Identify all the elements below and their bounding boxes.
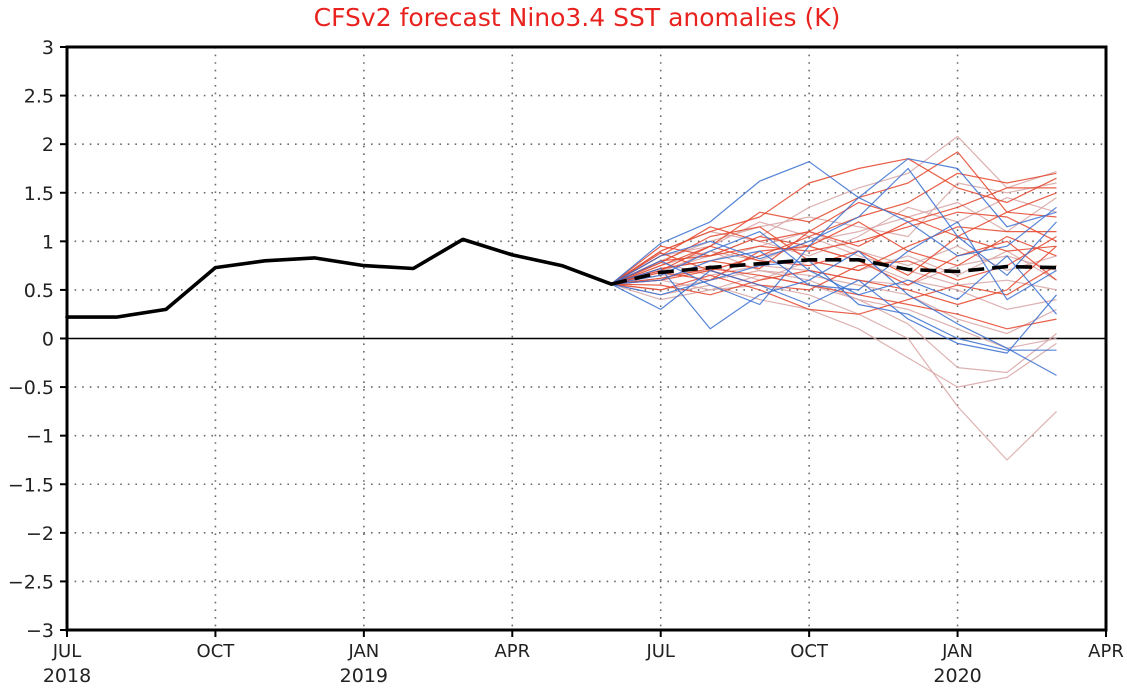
x-tick-label: JUL (52, 641, 82, 662)
ensemble-member-line (610, 201, 1057, 285)
ensemble-member-line (611, 231, 1057, 315)
x-tick-label: APR (494, 641, 530, 662)
y-tick-label: −1.5 (8, 474, 54, 496)
x-tick-label: JUL (645, 641, 675, 662)
y-tick-label: 1 (42, 231, 54, 253)
ensemble-member-line (611, 250, 1057, 376)
x-year-label: 2020 (933, 665, 981, 687)
x-tick-label: JAN (347, 641, 379, 662)
ensemble-member-line (610, 269, 1057, 354)
ensemble-members (610, 135, 1057, 461)
x-year-label: 2018 (43, 665, 91, 687)
ensemble-member-line (610, 235, 1057, 291)
ensemble-member-line (610, 161, 1057, 285)
y-tick-label: 2 (42, 134, 54, 156)
x-tick-label: OCT (197, 641, 236, 662)
main-series (65, 237, 1057, 319)
chart-title: CFSv2 forecast Nino3.4 SST anomalies (K) (314, 3, 841, 32)
y-tick-label: 3 (42, 37, 54, 59)
ensemble-member-line (611, 265, 1057, 315)
y-tick-label: −1 (26, 426, 54, 448)
ensemble-member-line (610, 151, 1057, 285)
ensemble-member-line (611, 283, 1057, 388)
y-tick-label: 2.5 (24, 86, 54, 108)
y-tick-label: 1.5 (24, 183, 54, 205)
ensemble-member-line (611, 279, 1057, 461)
ensemble-member-line (611, 269, 1057, 335)
y-tick-label: −2.5 (8, 571, 54, 593)
y-tick-label: −2 (26, 523, 54, 545)
ensemble-member-line (610, 167, 1057, 285)
x-axis-ticks: JUL 2018 OCT JAN 2019 APR JUL OCT JAN 2020 APR (43, 630, 1124, 687)
ensemble-mean-line (610, 257, 1057, 286)
y-tick-label: −0.5 (8, 377, 54, 399)
x-tick-label: APR (1088, 641, 1124, 662)
y-axis-ticks: −3 −2.5 −2 −1.5 −1 −0.5 0 0.5 1 1.5 2 2.5 3 (8, 37, 67, 642)
y-tick-label: 0 (42, 329, 54, 351)
y-tick-label: 0.5 (24, 280, 54, 302)
ensemble-member-line (611, 172, 1057, 285)
x-tick-label: JAN (941, 641, 973, 662)
x-year-label: 2019 (340, 665, 388, 687)
ensemble-member-line (611, 240, 1057, 286)
ensemble-member-line (610, 158, 1057, 306)
observed-line (65, 237, 614, 319)
y-tick-label: −3 (26, 620, 54, 642)
x-tick-label: OCT (790, 641, 829, 662)
